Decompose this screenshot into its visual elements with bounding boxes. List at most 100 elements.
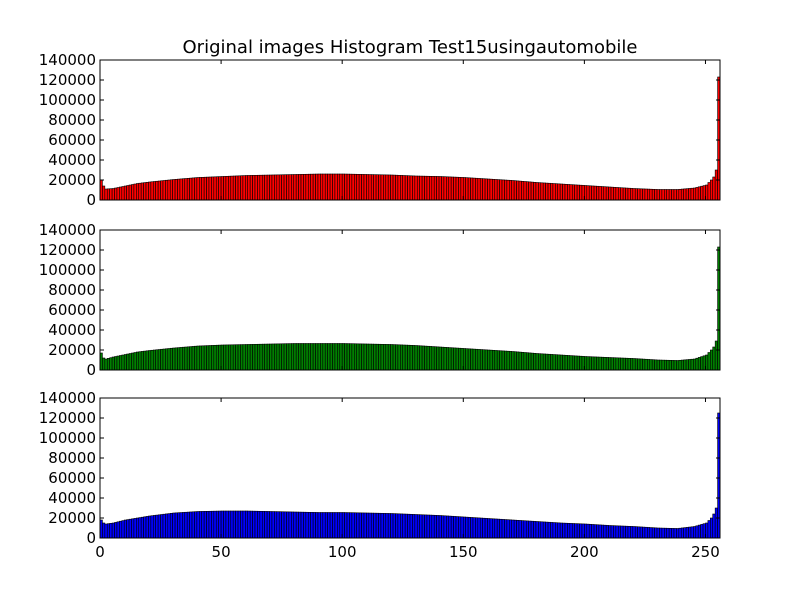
bar-green — [639, 358, 643, 371]
bar-blue — [203, 511, 207, 539]
bar-green — [603, 356, 607, 371]
bar-green — [564, 354, 568, 371]
bar-blue — [332, 512, 336, 539]
bar-green — [525, 352, 529, 371]
bar-green — [274, 343, 278, 371]
bar-green — [659, 359, 663, 371]
bar-blue — [540, 521, 544, 539]
bar-green — [448, 347, 452, 371]
bar-blue — [310, 512, 314, 539]
bar-green — [324, 343, 328, 371]
bar-red — [126, 185, 130, 201]
chart-title: Original images Histogram Test15usingaut… — [183, 37, 638, 58]
bar-blue — [383, 513, 387, 539]
bar-red — [634, 188, 638, 201]
bar-red — [712, 176, 716, 201]
bar-blue — [322, 512, 326, 539]
bar-green — [605, 357, 609, 371]
bar-red — [123, 185, 127, 201]
bar-green — [499, 350, 503, 371]
bar-blue — [274, 511, 278, 539]
bar-red — [492, 179, 496, 201]
y-tick-label: 140000 — [39, 389, 96, 407]
bar-red — [496, 179, 500, 201]
bar-red — [613, 187, 617, 201]
bar-green — [538, 353, 542, 371]
bar-red — [373, 174, 377, 201]
bar-green — [416, 345, 420, 371]
x-tick-label: 50 — [212, 543, 231, 561]
bar-red — [518, 180, 522, 201]
bar-blue — [235, 510, 239, 539]
bar-green — [671, 360, 675, 371]
bar-blue — [150, 515, 154, 539]
bar-red — [627, 187, 631, 201]
bar-blue — [695, 525, 699, 539]
bar-green — [680, 359, 684, 371]
bar-green — [567, 355, 571, 371]
bar-green — [545, 353, 549, 371]
bar-red — [182, 178, 186, 201]
bar-red — [324, 173, 328, 201]
bar-red — [160, 180, 164, 201]
axes-frame-blue — [99, 397, 721, 539]
bar-green — [249, 344, 253, 371]
bar-green — [666, 359, 670, 371]
bar-blue — [433, 514, 437, 539]
bar-green — [625, 357, 629, 371]
bar-red — [247, 175, 251, 201]
bar-green — [700, 356, 704, 371]
bar-blue — [400, 513, 404, 539]
bar-red — [317, 173, 321, 201]
bar-blue — [148, 515, 152, 539]
bar-green — [303, 343, 307, 371]
bar-red — [593, 185, 597, 201]
bar-red — [625, 187, 629, 201]
bar-green — [196, 345, 200, 371]
bar-red — [484, 178, 488, 201]
bar-blue — [257, 510, 261, 539]
bar-green — [162, 348, 166, 371]
bar-red — [431, 176, 435, 201]
bar-blue — [109, 523, 113, 539]
bar-red — [257, 174, 261, 201]
bar-red — [426, 175, 430, 201]
bar-red — [506, 179, 510, 201]
bar-red — [288, 174, 292, 201]
bar-green — [228, 344, 232, 371]
bar-red — [622, 187, 626, 201]
bar-red — [685, 188, 689, 201]
bar-green — [601, 356, 605, 371]
bar-green — [109, 357, 113, 371]
bar-green — [128, 353, 132, 371]
bar-red — [603, 186, 607, 201]
bar-blue — [259, 510, 263, 539]
bar-blue — [525, 520, 529, 539]
bar-blue — [656, 527, 660, 539]
bar-red — [186, 178, 190, 201]
bar-green — [315, 343, 319, 371]
bar-green — [613, 357, 617, 371]
bar-red — [358, 174, 362, 201]
bar-blue — [349, 512, 353, 539]
bar-green — [433, 346, 437, 371]
bar-blue — [429, 514, 433, 539]
bar-blue — [603, 524, 607, 539]
bar-blue — [487, 518, 491, 539]
bar-blue — [458, 516, 462, 539]
bar-green — [186, 346, 190, 371]
bar-green — [206, 345, 210, 371]
bar-green — [235, 344, 239, 371]
bar-green — [169, 347, 173, 371]
bar-blue — [264, 511, 268, 539]
bar-blue — [601, 524, 605, 539]
bar-green — [329, 343, 333, 371]
bar-red — [647, 188, 651, 201]
bar-red — [596, 185, 600, 201]
bar-green — [131, 352, 135, 371]
bar-red — [482, 178, 486, 201]
bar-blue — [106, 523, 110, 539]
bar-blue — [608, 525, 612, 539]
bar-blue — [114, 522, 118, 539]
bar-green — [419, 345, 423, 371]
